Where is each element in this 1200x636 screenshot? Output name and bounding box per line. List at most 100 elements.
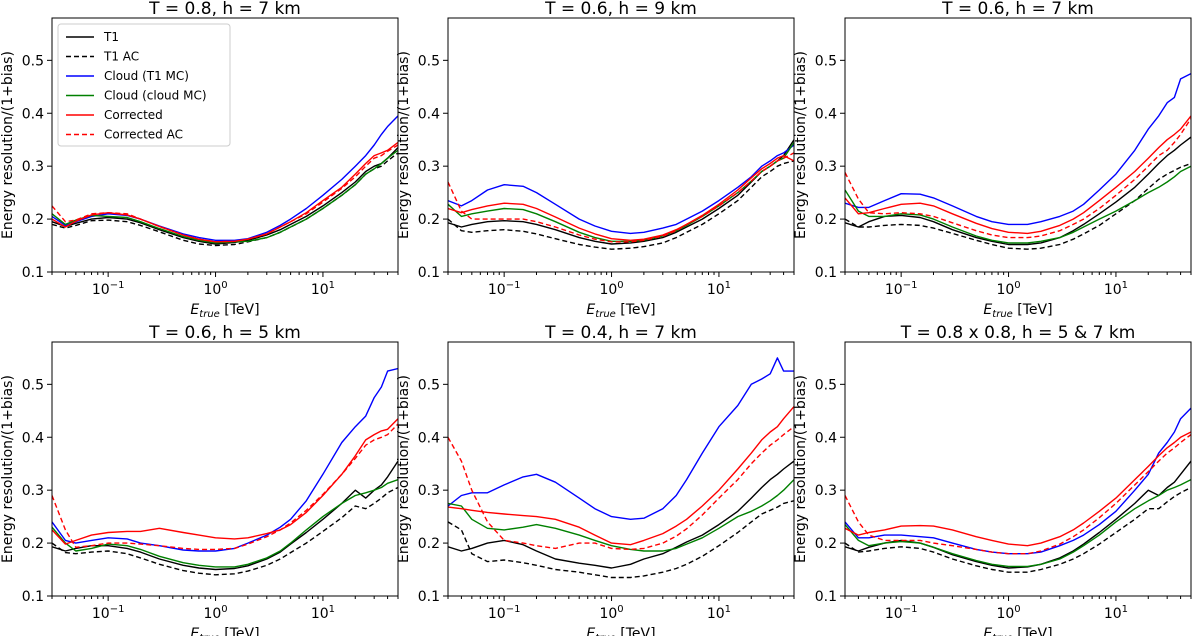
series-line-t1-ac <box>448 500 794 579</box>
y-axis-label: Energy resolution/(1+bias) <box>396 51 412 239</box>
series-line-corrected <box>52 418 398 545</box>
series-line-t1-ac <box>448 160 794 250</box>
y-tick-label: 0.4 <box>418 430 440 446</box>
series-line-cloud-cloud-mc <box>845 478 1191 568</box>
series-line-cloud-t1-mc <box>845 72 1191 226</box>
series-line-corrected <box>448 154 794 242</box>
y-tick-label: 0.2 <box>418 536 440 552</box>
x-tick-label: 101 <box>1104 280 1128 298</box>
series-line-t1 <box>448 460 794 569</box>
series-line-cloud-t1-mc <box>448 357 794 520</box>
x-tick-label: 100 <box>996 604 1020 622</box>
y-tick-label: 0.2 <box>22 536 44 552</box>
x-tick-label: 10−1 <box>488 280 521 298</box>
series-line-cloud-t1-mc <box>52 367 398 552</box>
legend-label: Cloud (cloud MC) <box>104 89 207 103</box>
x-axis-label: Etrue [TeV] <box>983 626 1052 636</box>
series-line-corrected-ac <box>448 426 794 551</box>
y-axis-label: Energy resolution/(1+bias) <box>0 51 16 239</box>
y-tick-label: 0.4 <box>418 106 440 122</box>
series-line-corrected-ac <box>52 423 398 551</box>
panel-3: T = 0.6, h = 7 km 10−1 100 101 0.1 0.2 0.3 0.4 0… <box>793 0 1192 320</box>
series-line-t1-ac <box>52 486 398 576</box>
x-tick-label: 101 <box>707 280 731 298</box>
y-tick-label: 0.5 <box>418 53 440 69</box>
series-line-t1 <box>52 460 398 571</box>
x-tick-label: 10−1 <box>92 604 125 622</box>
x-tick-label: 101 <box>311 604 335 622</box>
series-line-cloud-t1-mc <box>845 407 1191 555</box>
series-line-cloud-cloud-mc <box>52 149 398 244</box>
series-line-corrected-ac <box>52 144 398 243</box>
x-axis-label: Etrue [TeV] <box>190 302 259 320</box>
y-tick-label: 0.3 <box>418 483 440 499</box>
y-tick-label: 0.4 <box>22 106 44 122</box>
series-group <box>52 115 398 247</box>
y-tick-label: 0.5 <box>22 53 44 69</box>
series-group <box>448 357 794 579</box>
y-tick-label: 0.2 <box>815 536 837 552</box>
legend-label: Corrected <box>104 108 163 122</box>
y-axis-label: Energy resolution/(1+bias) <box>793 375 809 563</box>
series-group <box>845 72 1191 250</box>
y-tick-label: 0.2 <box>418 212 440 228</box>
series-line-t1-ac <box>52 152 398 247</box>
series-line-corrected <box>845 431 1191 547</box>
legend-label: T1 <box>103 30 119 44</box>
x-tick-label: 100 <box>203 280 227 298</box>
series-line-t1 <box>845 136 1191 246</box>
x-tick-label: 101 <box>707 604 731 622</box>
panel-1: T = 0.8, h = 7 km 10−1 100 101 0.1 0.2 0.3 0.4 0… <box>0 0 399 320</box>
y-tick-label: 0.3 <box>418 159 440 175</box>
panel-title: T = 0.8 x 0.8, h = 5 & 7 km <box>900 323 1136 343</box>
series-line-t1-ac <box>845 486 1191 573</box>
series-line-t1 <box>52 147 398 245</box>
y-axis-label: Energy resolution/(1+bias) <box>396 375 412 563</box>
x-tick-label: 100 <box>599 280 623 298</box>
y-axis-label: Energy resolution/(1+bias) <box>0 375 16 563</box>
x-axis-label: Etrue [TeV] <box>190 626 259 636</box>
y-tick-label: 0.1 <box>418 589 440 605</box>
series-line-cloud-t1-mc <box>448 144 794 235</box>
y-tick-label: 0.5 <box>815 53 837 69</box>
y-tick-label: 0.1 <box>815 589 837 605</box>
x-tick-label: 10−1 <box>488 604 521 622</box>
y-tick-label: 0.5 <box>22 377 44 393</box>
series-line-t1 <box>845 460 1191 569</box>
x-tick-label: 10−1 <box>92 280 125 298</box>
y-tick-label: 0.2 <box>815 212 837 228</box>
series-line-cloud-cloud-mc <box>52 478 398 568</box>
plot-frame <box>447 17 795 273</box>
legend-label: Corrected AC <box>104 128 183 142</box>
x-tick-label: 100 <box>996 280 1020 298</box>
legend-label: Cloud (T1 MC) <box>104 69 189 83</box>
y-tick-label: 0.1 <box>22 265 44 281</box>
y-axis-label: Energy resolution/(1+bias) <box>793 51 809 239</box>
y-tick-label: 0.4 <box>22 430 44 446</box>
plot-frame <box>447 341 795 597</box>
panel-title: T = 0.6, h = 7 km <box>941 0 1094 19</box>
panel-4: T = 0.6, h = 5 km 10−1 100 101 0.1 0.2 0.3 0.4 0… <box>0 323 399 636</box>
y-tick-label: 0.5 <box>418 377 440 393</box>
x-tick-label: 10−1 <box>885 280 918 298</box>
y-tick-label: 0.4 <box>815 430 837 446</box>
y-tick-label: 0.3 <box>815 483 837 499</box>
series-group <box>448 139 794 250</box>
y-tick-label: 0.5 <box>815 377 837 393</box>
series-line-corrected <box>448 406 794 546</box>
series-group <box>845 407 1191 573</box>
y-tick-label: 0.1 <box>418 265 440 281</box>
y-tick-label: 0.3 <box>815 159 837 175</box>
x-axis-label: Etrue [TeV] <box>586 626 655 636</box>
x-tick-label: 100 <box>203 604 227 622</box>
x-tick-label: 101 <box>311 280 335 298</box>
y-tick-label: 0.1 <box>22 589 44 605</box>
panel-5: T = 0.4, h = 7 km 10−1 100 101 0.1 0.2 0.3 0.4 0… <box>396 323 795 636</box>
series-line-corrected-ac <box>448 152 794 243</box>
series-line-corrected <box>845 115 1191 235</box>
series-line-t1 <box>448 139 794 245</box>
series-line-t1-ac <box>845 162 1191 250</box>
panel-title: T = 0.6, h = 9 km <box>544 0 697 19</box>
legend: T1 T1 AC Cloud (T1 MC) Cloud (cloud MC) Corr… <box>57 23 231 147</box>
